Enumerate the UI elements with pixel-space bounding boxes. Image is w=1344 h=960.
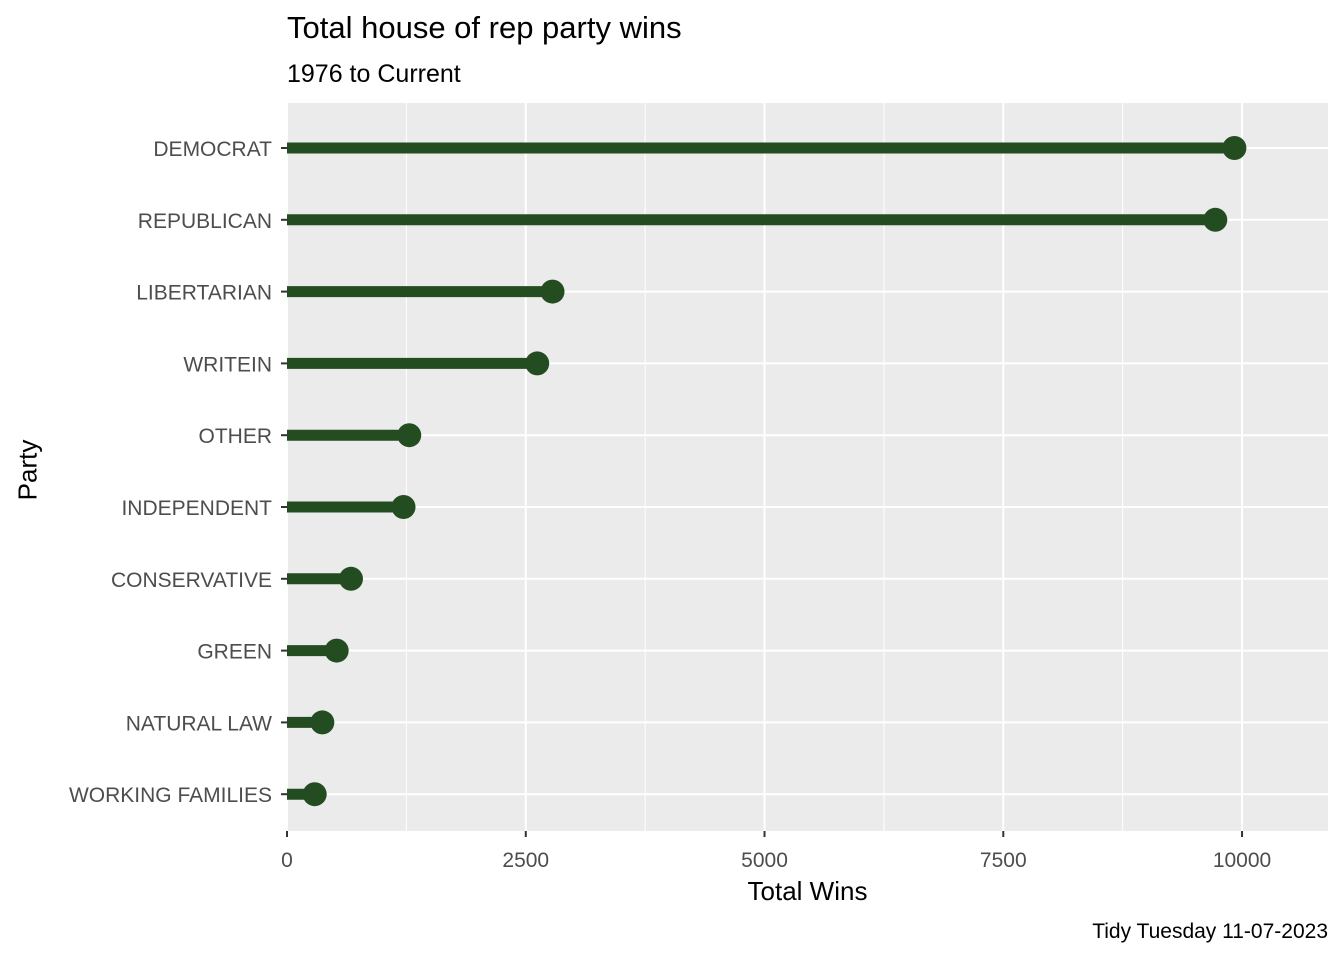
y-tick-label: NATURAL LAW: [126, 712, 272, 735]
x-tick-label: 7500: [980, 849, 1027, 872]
y-axis-title: Party: [12, 439, 43, 501]
x-tick-label: 10000: [1213, 849, 1271, 872]
y-tick-label: WORKING FAMILIES: [69, 784, 272, 807]
lollipop-point: [397, 423, 422, 448]
y-tick-label: INDEPENDENT: [121, 497, 272, 520]
axes: DEMOCRAT REPUBLICAN LIBERTARIAN WRITEIN OTHE…: [69, 138, 1271, 872]
chart-title: Total house of rep party wins: [287, 10, 682, 45]
lollipop-point: [540, 279, 565, 304]
y-tick-label: WRITEIN: [183, 353, 272, 376]
y-tick-label: OTHER: [199, 425, 273, 448]
chart-subtitle: 1976 to Current: [287, 60, 461, 88]
y-tick-label: REPUBLICAN: [138, 210, 272, 233]
data-marks: [287, 136, 1247, 807]
lollipop-point: [1222, 136, 1247, 160]
y-tick-label: DEMOCRAT: [153, 138, 272, 161]
lollipop-point: [310, 710, 335, 735]
x-tick-label: 5000: [741, 849, 788, 872]
y-tick-label: GREEN: [197, 641, 272, 664]
x-axis-title: Total Wins: [747, 876, 868, 906]
x-tick-label: 0: [281, 849, 293, 872]
lollipop-point: [525, 351, 550, 376]
x-tick-label: 2500: [502, 849, 549, 872]
lollipop-point: [302, 782, 327, 807]
lollipop-point: [391, 495, 416, 519]
lollipop-point: [324, 638, 349, 663]
y-tick-label: CONSERVATIVE: [111, 569, 272, 592]
lollipop-point: [338, 566, 363, 591]
chart-caption: Tidy Tuesday 11-07-2023: [1092, 920, 1328, 943]
y-tick-label: LIBERTARIAN: [136, 282, 272, 305]
lollipop-point: [1203, 207, 1228, 232]
